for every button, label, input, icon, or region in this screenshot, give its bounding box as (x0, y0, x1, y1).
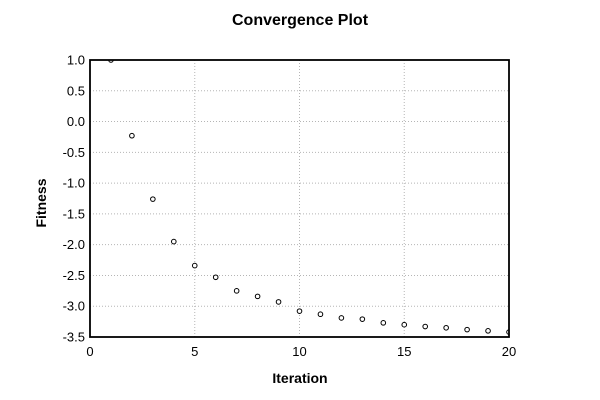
data-point (422, 323, 429, 330)
x-tick-label: 15 (397, 344, 411, 359)
data-point (464, 326, 470, 333)
y-tick-label: -1.5 (63, 206, 85, 221)
data-point (359, 316, 366, 322)
data-point (443, 324, 449, 331)
data-point (380, 320, 387, 326)
y-tick-label: -1.0 (63, 176, 85, 191)
x-tick-label: 5 (191, 344, 198, 359)
x-tick-label: 0 (86, 344, 93, 359)
data-point (296, 308, 303, 314)
data-point (401, 321, 408, 328)
data-point (485, 328, 491, 334)
chart-title: Convergence Plot (231, 12, 369, 29)
y-tick-label: -2.0 (63, 237, 85, 252)
x-tick-label: 20 (502, 344, 516, 359)
data-point (191, 262, 198, 269)
y-tick-label: -3.0 (63, 299, 85, 314)
scatter-series (108, 59, 509, 335)
y-tick-label: 1.0 (67, 53, 85, 68)
y-tick-label: -0.5 (63, 145, 85, 160)
y-tick-label: 0.5 (67, 83, 85, 98)
data-point (338, 315, 345, 321)
data-point (150, 196, 156, 202)
data-point (275, 299, 282, 305)
data-point (129, 132, 135, 139)
y-tick-label: 0.0 (67, 114, 85, 129)
data-point (171, 238, 177, 245)
data-point (254, 293, 261, 300)
x-tick-label: 10 (292, 344, 306, 359)
data-point (317, 311, 324, 318)
y-tick-label: -3.5 (63, 330, 85, 345)
x-axis-label: Iteration (272, 370, 328, 386)
data-point (233, 288, 240, 294)
y-tick-label: -2.5 (63, 268, 85, 283)
plot-border (89, 59, 510, 338)
data-point (212, 274, 219, 281)
